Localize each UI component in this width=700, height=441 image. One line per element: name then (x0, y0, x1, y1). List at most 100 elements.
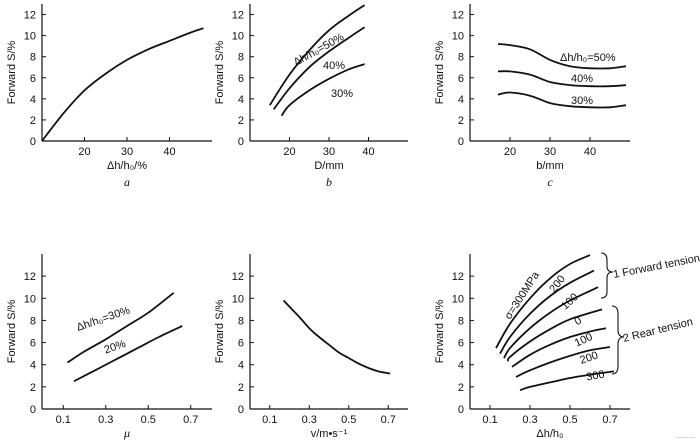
x-tick-label: 20 (78, 146, 90, 158)
series-line-300-rear (519, 370, 615, 392)
y-tick-label: 2 (458, 382, 464, 394)
y-tick-label: 4 (238, 360, 244, 372)
y-tick-label: 10 (24, 31, 36, 43)
series-line-300mpa-forward (495, 254, 591, 349)
y-tick-label: 6 (238, 73, 244, 85)
y-tick-label: 10 (232, 31, 244, 43)
y-axis-title: Forward S/% (434, 299, 446, 363)
x-tick-label: 0.7 (183, 414, 198, 426)
y-tick-label: 4 (30, 360, 36, 372)
panel-letter: b (326, 175, 332, 189)
x-tick-label: 40 (163, 146, 175, 158)
x-tick-label: 0.5 (141, 414, 156, 426)
chart-a: 0 2 4 6 8 10 12 20 30 40 Forward S/% Δh/h₀/% a (6, 4, 212, 189)
rear-tension-note: 2 Rear tension (622, 316, 694, 345)
series-line-30 (497, 91, 627, 109)
series-label-100-rear: 100 (573, 331, 595, 350)
series-line-100-forward (503, 286, 599, 359)
y-axis-title: Forward S/% (6, 299, 18, 363)
series-line-40 (272, 26, 366, 110)
series-label-30: Δh/h₀=30% (75, 304, 132, 334)
series-line-main (41, 27, 204, 142)
y-tick-label: 0 (30, 136, 36, 148)
panel-letter: a (124, 175, 130, 189)
y-axis-title: Forward S/% (214, 299, 226, 363)
y-tick-label: 0 (458, 136, 464, 148)
series-line-0 (506, 308, 603, 362)
x-tick-label: 0.3 (302, 414, 317, 426)
y-tick-label: 8 (458, 315, 464, 327)
chart-d: 0 2 4 6 8 10 12 0.1 0.3 0.5 0.7 Forward S/% μ Δh/h₀=3… (6, 254, 212, 440)
y-tick-label: 2 (458, 115, 464, 127)
panel-letter: c (547, 175, 553, 189)
series-label-40: 40% (323, 60, 345, 72)
series-label-20: 20% (103, 338, 128, 357)
chart-c: 0 2 4 6 8 10 12 20 30 40 Forward S/% b/mm c Δh/h₀=50%… (434, 4, 630, 189)
x-tick-label: 30 (544, 146, 556, 158)
y-tick-label: 10 (452, 31, 464, 43)
y-tick-label: 12 (452, 10, 464, 22)
x-axis-title: D/mm (314, 160, 343, 172)
series-line-main (282, 299, 391, 375)
y-tick-label: 8 (238, 315, 244, 327)
series-line-100-rear (511, 327, 607, 368)
x-axis-title: v/m•s⁻¹ (311, 428, 348, 440)
series-line-50 (497, 43, 627, 70)
y-tick-label: 12 (232, 10, 244, 22)
x-tick-label: 40 (584, 146, 596, 158)
x-tick-label: 20 (504, 146, 516, 158)
x-tick-label: 0.1 (482, 414, 497, 426)
x-tick-label: 20 (283, 146, 295, 158)
y-tick-label: 0 (238, 136, 244, 148)
x-tick-label: 0.7 (602, 414, 617, 426)
y-tick-label: 6 (30, 338, 36, 350)
y-tick-label: 12 (452, 271, 464, 283)
y-axis-title: Forward S/% (214, 40, 226, 104)
y-axis-title: Forward S/% (434, 40, 446, 104)
chart-f: 0 2 4 6 8 10 12 0.1 0.3 0.5 0.7 Forward S/% Δh/h₀ σ=3… (434, 252, 700, 440)
y-tick-label: 2 (30, 382, 36, 394)
series-line-200-forward (499, 269, 595, 355)
y-tick-label: 12 (232, 271, 244, 283)
x-axis-title: b/mm (536, 160, 564, 172)
y-tick-label: 6 (238, 338, 244, 350)
series-label-40: 40% (571, 73, 593, 85)
x-tick-label: 0.5 (341, 414, 356, 426)
y-tick-label: 4 (458, 360, 464, 372)
y-axis-title: Forward S/% (6, 40, 18, 104)
x-tick-label: 40 (362, 146, 374, 158)
y-tick-label: 10 (24, 293, 36, 305)
series-line-40 (497, 70, 627, 88)
rear-tension-brace (611, 305, 625, 375)
y-tick-label: 8 (30, 52, 36, 64)
y-tick-label: 10 (452, 293, 464, 305)
x-tick-label: 0.7 (381, 414, 396, 426)
y-tick-label: 2 (238, 382, 244, 394)
x-tick-label: 0.1 (262, 414, 277, 426)
y-tick-label: 10 (232, 293, 244, 305)
x-axis-title: Δh/h₀/% (107, 160, 147, 172)
series-label-200-forward: 200 (547, 273, 568, 295)
x-tick-label: 0.1 (56, 414, 71, 426)
y-tick-label: 12 (24, 10, 36, 22)
x-tick-label: 0.5 (562, 414, 577, 426)
forward-tension-brace (600, 252, 614, 299)
series-label-300mpa-forward: σ=300MPa (502, 269, 542, 322)
series-label-100-forward: 100 (559, 291, 581, 312)
y-tick-label: 2 (238, 115, 244, 127)
series-label-200-rear: 200 (578, 350, 599, 367)
series-line-30 (280, 63, 365, 117)
y-tick-label: 0 (238, 404, 244, 416)
forward-tension-note: 1 Forward tension (612, 252, 700, 281)
chart-e: 0 2 4 6 8 10 12 0.1 0.3 0.5 0.7 Forward S/% v/m•s⁻¹ (214, 254, 408, 440)
series-line-50 (269, 4, 366, 106)
series-line-30 (67, 292, 175, 364)
y-tick-label: 12 (24, 271, 36, 283)
series-label-30: 30% (571, 95, 593, 107)
y-tick-label: 0 (458, 404, 464, 416)
y-tick-label: 6 (30, 73, 36, 85)
x-tick-label: 30 (121, 146, 133, 158)
x-tick-label: 0.3 (98, 414, 113, 426)
